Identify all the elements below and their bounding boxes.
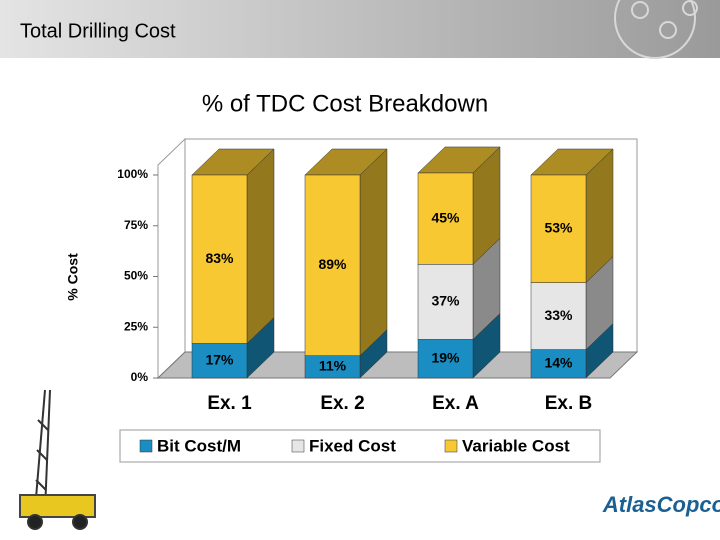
bar	[417, 172, 474, 265]
rig-illustration	[19, 389, 96, 530]
x-tick-label: Ex. A	[432, 393, 479, 414]
y-tick-label: 0%	[131, 370, 149, 384]
x-tick-label: Ex. 2	[320, 393, 364, 414]
legend-box	[119, 429, 601, 463]
bar	[417, 264, 474, 340]
chart: 0% 25% 50% 75% 100% 17% 83% Ex. 1 11% 89% Ex. 2 19%…	[117, 137, 639, 463]
y-tick-label: 25%	[124, 319, 148, 333]
legend-swatch	[444, 439, 458, 453]
y-axis-label: % Cost	[65, 253, 81, 301]
bar-side	[246, 148, 275, 345]
bar	[191, 174, 248, 344]
legend-swatch	[139, 439, 153, 453]
legend-label: Bit Cost/M	[157, 436, 241, 455]
legend-swatch	[291, 439, 305, 453]
bar	[304, 174, 361, 356]
chart-title: % of TDC Cost Breakdown	[202, 90, 488, 117]
gear-decoration	[614, 0, 698, 59]
header-title: Total Drilling Cost	[20, 20, 176, 42]
x-tick-label: Ex. B	[545, 393, 593, 414]
value-label: 17%	[205, 351, 234, 367]
value-label: 53%	[544, 219, 573, 235]
bar	[530, 282, 587, 350]
legend-label: Fixed Cost	[309, 436, 396, 455]
y-tick-label: 100%	[117, 167, 148, 181]
value-label: 89%	[318, 256, 347, 272]
logo: AtlasCopco	[602, 492, 720, 517]
value-label: 33%	[544, 307, 573, 323]
bar	[530, 174, 587, 283]
bar-side	[359, 148, 388, 357]
value-label: 14%	[544, 354, 573, 370]
x-tick-label: Ex. 1	[207, 393, 252, 414]
y-tick-label: 50%	[124, 269, 148, 283]
legend-label: Variable Cost	[462, 436, 570, 455]
value-label: 11%	[319, 358, 347, 374]
side-wall	[157, 137, 186, 380]
value-label: 83%	[205, 250, 234, 266]
y-tick-label: 75%	[124, 218, 148, 232]
value-label: 19%	[431, 349, 460, 365]
value-label: 45%	[431, 209, 460, 225]
bar	[417, 339, 474, 379]
value-label: 37%	[431, 293, 460, 309]
bar	[191, 343, 248, 379]
header-bar	[0, 0, 720, 58]
